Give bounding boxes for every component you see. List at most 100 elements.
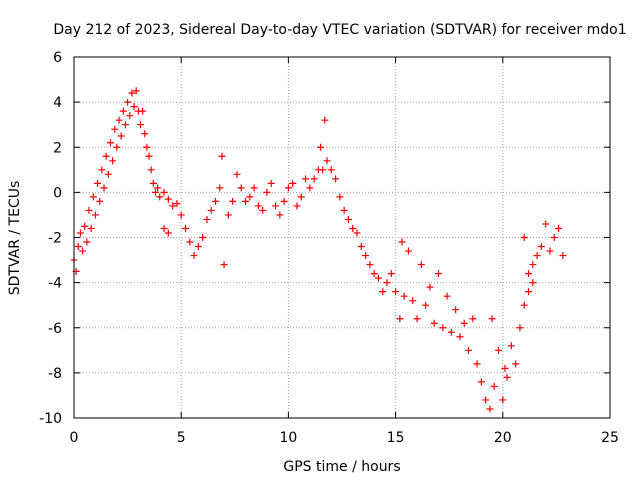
data-point-marker (400, 292, 408, 300)
data-point-marker (119, 107, 127, 115)
data-point-marker (76, 229, 84, 237)
data-point-marker (276, 211, 284, 219)
x-tick-label: 15 (387, 430, 405, 446)
data-point-marker (422, 301, 430, 309)
data-point-marker (121, 121, 129, 129)
data-point-marker (503, 373, 511, 381)
x-tick-label: 25 (601, 430, 619, 446)
data-point-marker (340, 206, 348, 214)
data-point-marker (164, 195, 172, 203)
y-tick-label: 4 (53, 95, 62, 111)
data-point-marker (177, 211, 185, 219)
data-point-marker (537, 243, 545, 251)
data-point-marker (147, 166, 155, 174)
data-point-marker (302, 175, 310, 183)
data-point-marker (143, 143, 151, 151)
y-tick-label: 6 (53, 50, 62, 66)
data-point-marker (533, 252, 541, 260)
data-point-marker (98, 166, 106, 174)
data-point-marker (499, 396, 507, 404)
data-point-marker (490, 382, 498, 390)
data-point-marker (254, 202, 262, 210)
data-point-marker (130, 103, 138, 111)
data-point-marker (272, 202, 280, 210)
data-point-marker (460, 319, 468, 327)
data-point-marker (306, 184, 314, 192)
data-point-marker (132, 87, 140, 95)
data-point-marker (495, 346, 503, 354)
data-point-marker (447, 328, 455, 336)
data-point-marker (280, 197, 288, 205)
y-tick-label: -8 (48, 366, 62, 382)
data-point-marker (89, 193, 97, 201)
data-point-marker (141, 130, 149, 138)
y-tick-label: -10 (39, 411, 62, 427)
data-point-marker (224, 211, 232, 219)
data-point-marker (516, 324, 524, 332)
data-point-marker (456, 333, 464, 341)
data-point-marker (117, 132, 125, 140)
data-point-marker (145, 152, 153, 160)
data-point-marker (106, 139, 114, 147)
data-point-marker (96, 197, 104, 205)
data-point-marker (267, 179, 275, 187)
data-point-marker (374, 274, 382, 282)
data-point-marker (555, 224, 563, 232)
data-point-marker (218, 152, 226, 160)
y-tick-label: -6 (48, 321, 62, 337)
data-point-marker (74, 243, 82, 251)
data-point-marker (151, 188, 159, 196)
y-axis-label: SDTVAR / TECUs (7, 181, 23, 296)
data-point-marker (439, 324, 447, 332)
data-point-marker (409, 297, 417, 305)
data-point-marker (169, 202, 177, 210)
data-point-marker (430, 319, 438, 327)
x-tick-label: 0 (70, 430, 79, 446)
data-point-marker (319, 166, 327, 174)
data-point-marker (323, 157, 331, 165)
data-point-marker (413, 315, 421, 323)
y-tick-labels: -10 -8 -6 -4 -2 0 2 4 6 (39, 50, 62, 427)
x-tick-labels: 0 5 10 15 20 25 (70, 430, 619, 446)
data-point-marker (164, 229, 172, 237)
data-point-marker (263, 188, 271, 196)
chart-title: Day 212 of 2023, Sidereal Day-to-day VTE… (53, 22, 626, 38)
data-point-marker (293, 202, 301, 210)
data-point-marker (501, 364, 509, 372)
grid-lines (74, 57, 610, 418)
data-point-marker (181, 224, 189, 232)
data-point-marker (102, 152, 110, 160)
data-point-marker (104, 170, 112, 178)
data-point-marker (173, 200, 181, 208)
data-point-marker (194, 243, 202, 251)
data-point-marker (362, 252, 370, 260)
data-point-marker (85, 206, 93, 214)
data-point-marker (327, 166, 335, 174)
data-point-marker (250, 184, 258, 192)
data-point-marker (417, 261, 425, 269)
data-point-marker (212, 197, 220, 205)
data-point-marker (469, 315, 477, 323)
y-tick-label: 2 (53, 140, 62, 156)
data-point-marker (507, 342, 515, 350)
data-point-marker (94, 179, 102, 187)
data-point-marker (186, 238, 194, 246)
x-axis-label: GPS time / hours (283, 459, 400, 475)
data-point-marker (336, 193, 344, 201)
data-point-marker (149, 179, 157, 187)
data-point-marker (284, 184, 292, 192)
data-point-marker (79, 247, 87, 255)
data-point-marker (139, 107, 147, 115)
data-point-marker (242, 197, 250, 205)
data-point-marker (559, 252, 567, 260)
data-point-marker (488, 315, 496, 323)
data-point-marker (366, 261, 374, 269)
data-point-marker (520, 301, 528, 309)
data-point-marker (297, 193, 305, 201)
data-point-marker (396, 315, 404, 323)
data-point-marker (434, 270, 442, 278)
data-point-marker (482, 396, 490, 404)
data-point-marker (160, 188, 168, 196)
data-point-marker (91, 211, 99, 219)
